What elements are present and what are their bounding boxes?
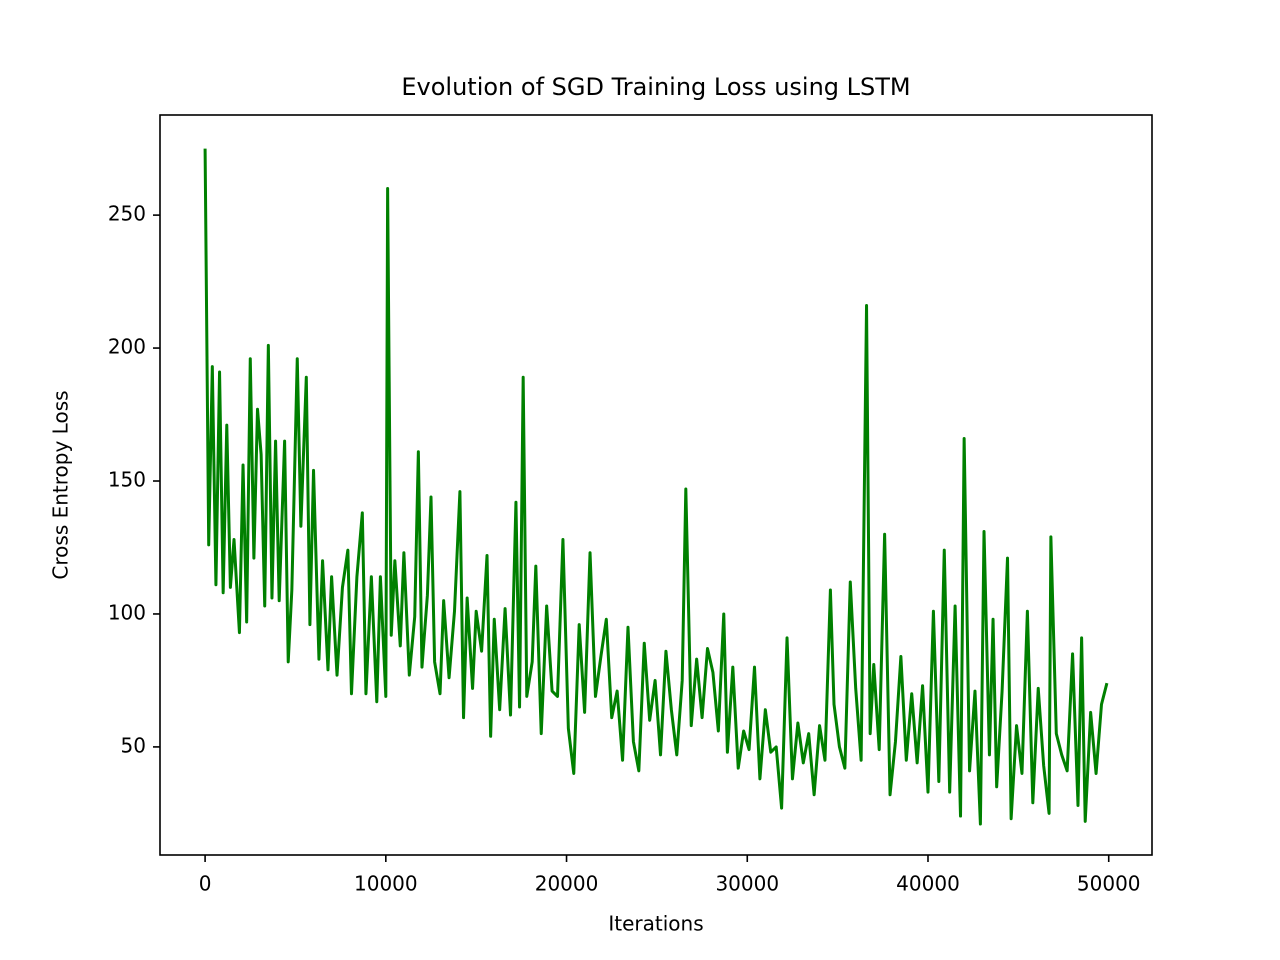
y-tick-label: 200 <box>108 335 146 359</box>
y-tick-label: 150 <box>108 468 146 492</box>
x-tick-label: 50000 <box>1077 872 1141 896</box>
y-tick-label: 100 <box>108 600 146 624</box>
x-tick-label: 20000 <box>535 872 599 896</box>
x-tick-label: 0 <box>199 872 212 896</box>
x-axis-label: Iterations <box>608 912 703 936</box>
loss-line <box>203 148 1109 826</box>
y-tick-label: 50 <box>121 733 146 757</box>
x-tick-label: 40000 <box>896 872 960 896</box>
chart-title: Evolution of SGD Training Loss using LST… <box>401 73 910 101</box>
y-tick-label: 250 <box>108 202 146 226</box>
axes-frame <box>159 114 1153 856</box>
y-axis-label: Cross Entropy Loss <box>49 390 73 579</box>
x-tick-label: 10000 <box>354 872 418 896</box>
x-tick-label: 30000 <box>715 872 779 896</box>
